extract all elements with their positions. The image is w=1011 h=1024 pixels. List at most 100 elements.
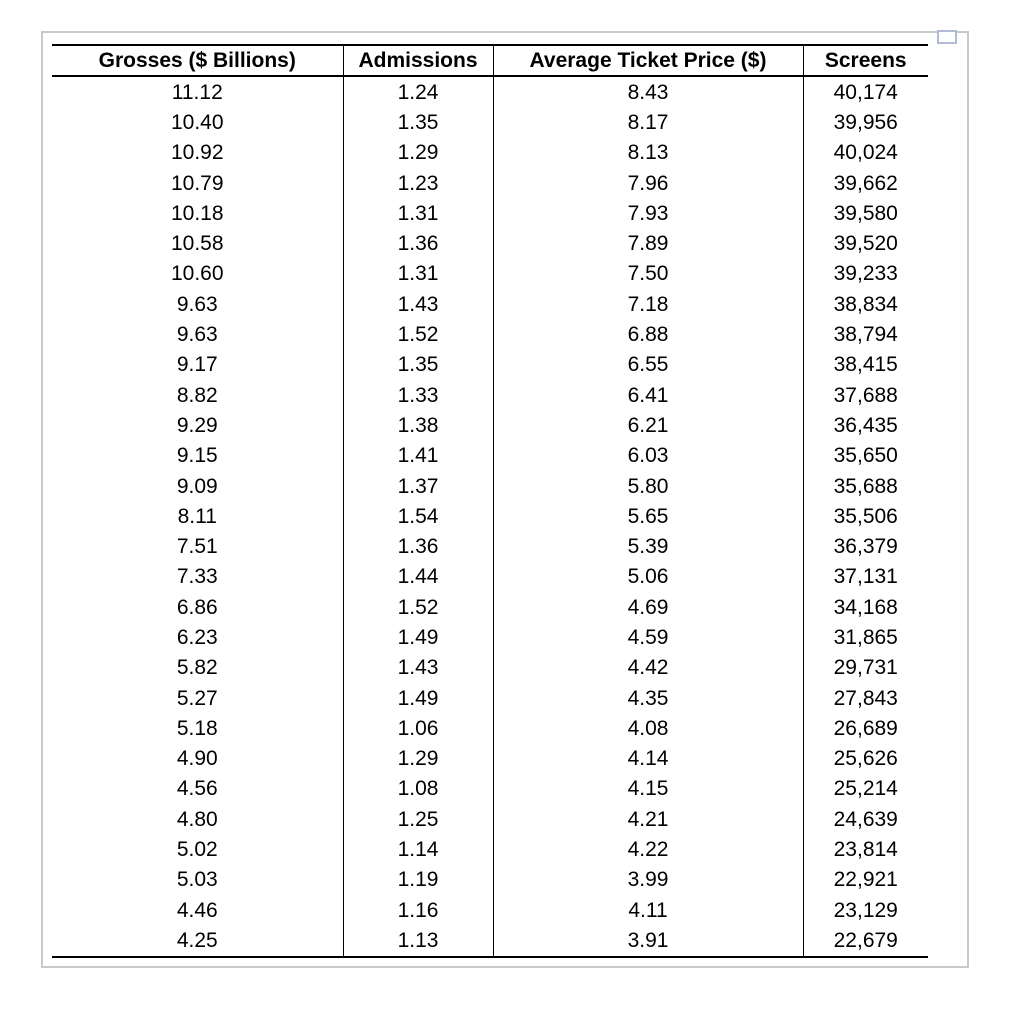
table-cell: 7.33 (52, 561, 344, 593)
table-cell: 9.63 (52, 319, 344, 350)
table-cell: 7.50 (493, 258, 804, 290)
table-cell: 10.40 (52, 107, 344, 138)
table-row: 4.80 1.25 4.21 24,639 (52, 804, 928, 835)
table-cell: 1.54 (343, 501, 494, 532)
column-header-grosses: Grosses ($ Billions) (52, 44, 344, 77)
table-cell: 7.18 (493, 289, 804, 320)
table-row: 8.11 1.54 5.65 35,506 (52, 501, 928, 532)
selection-handle-icon[interactable] (937, 30, 957, 44)
table-row: 10.92 1.29 8.13 40,024 (52, 137, 928, 168)
table-cell: 4.21 (493, 804, 804, 835)
table-cell: 1.29 (343, 743, 494, 774)
table-cell: 1.49 (343, 622, 494, 653)
table-cell: 6.03 (493, 440, 804, 471)
table-row: 5.18 1.06 4.08 26,689 (52, 713, 928, 744)
table-cell: 9.09 (52, 470, 344, 502)
table-cell: 11.12 (52, 76, 344, 108)
column-header-avg-ticket-price: Average Ticket Price ($) (493, 44, 804, 77)
table-cell: 25,214 (833, 777, 898, 801)
table-row: 6.86 1.52 4.69 34,168 (52, 592, 928, 623)
table-cell: 22,921 (833, 868, 898, 892)
table-row: 10.40 1.35 8.17 39,956 (52, 107, 928, 138)
table-cell: 24,639 (833, 807, 898, 831)
table-cell: 1.08 (343, 773, 494, 805)
table-row: 9.17 1.35 6.55 38,415 (52, 349, 928, 380)
table-cell: 4.15 (493, 773, 804, 805)
table-cell: 40,024 (833, 141, 898, 165)
table-cell: 6.21 (493, 410, 804, 441)
table-cell: 5.18 (52, 713, 344, 744)
table-header: Grosses ($ Billions) Admissions Average … (52, 44, 928, 77)
table-cell: 1.35 (343, 107, 494, 138)
table-cell: 40,174 (833, 80, 898, 104)
table-row: 4.25 1.13 3.91 22,679 (52, 925, 928, 958)
table-cell: 10.58 (52, 228, 344, 259)
table-cell: 1.14 (343, 834, 494, 865)
table-cell: 1.38 (343, 410, 494, 441)
column-header-admissions: Admissions (343, 44, 494, 77)
table-cell: 37,688 (833, 383, 898, 407)
table-cell: 4.90 (52, 743, 344, 774)
table-cell: 39,580 (833, 201, 898, 225)
table-cell: 38,794 (833, 323, 898, 347)
table-row: 10.60 1.31 7.50 39,233 (52, 258, 928, 290)
table-cell: 1.36 (343, 531, 494, 562)
table-cell: 35,506 (833, 504, 898, 528)
table-cell: 5.03 (52, 864, 344, 896)
table-cell: 5.06 (493, 561, 804, 593)
table-cell: 9.17 (52, 349, 344, 380)
table-row: 11.12 1.24 8.43 40,174 (52, 76, 928, 108)
table-cell: 6.55 (493, 349, 804, 380)
table-cell: 1.13 (343, 925, 494, 958)
data-table: Grosses ($ Billions) Admissions Average … (52, 44, 928, 958)
table-cell: 1.06 (343, 713, 494, 744)
table-cell: 1.49 (343, 682, 494, 714)
table-cell: 10.18 (52, 198, 344, 229)
table-cell: 7.96 (493, 167, 804, 199)
table-cell: 38,415 (833, 353, 898, 377)
table-row: 4.56 1.08 4.15 25,214 (52, 773, 928, 805)
table-cell: 1.36 (343, 228, 494, 259)
table-cell: 7.51 (52, 531, 344, 562)
table-cell: 39,520 (833, 232, 898, 256)
table-cell: 23,129 (833, 898, 898, 922)
table-cell: 1.43 (343, 652, 494, 683)
table-cell: 1.33 (343, 379, 494, 411)
table-cell: 4.35 (493, 682, 804, 714)
table-cell: 5.82 (52, 652, 344, 683)
table-cell: 1.41 (343, 440, 494, 471)
table-row: 5.03 1.19 3.99 22,921 (52, 864, 928, 896)
table-cell: 4.25 (52, 925, 344, 958)
table-row: 7.33 1.44 5.06 37,131 (52, 561, 928, 593)
table-cell: 6.23 (52, 622, 344, 653)
table-cell: 10.60 (52, 258, 344, 290)
table-cell: 1.29 (343, 137, 494, 168)
table-cell: 4.59 (493, 622, 804, 653)
table-cell: 22,679 (803, 925, 928, 958)
table-row: 5.82 1.43 4.42 29,731 (52, 652, 928, 683)
table-row: 10.18 1.31 7.93 39,580 (52, 198, 928, 229)
table-cell: 38,834 (833, 292, 898, 316)
table-cell: 31,865 (833, 625, 898, 649)
table-cell: 4.56 (52, 773, 344, 805)
table-cell: 6.88 (493, 319, 804, 350)
table-cell: 1.35 (343, 349, 494, 380)
table-cell: 27,843 (833, 686, 898, 710)
table-cell: 5.39 (493, 531, 804, 562)
table-cell: 39,956 (833, 110, 898, 134)
table-cell: 39,662 (833, 171, 898, 195)
table-cell: 10.79 (52, 167, 344, 199)
table-cell: 34,168 (833, 595, 898, 619)
table-cell: 1.44 (343, 561, 494, 593)
table-row: 5.27 1.49 4.35 27,843 (52, 682, 928, 714)
table-row: 4.46 1.16 4.11 23,129 (52, 895, 928, 926)
table-cell: 23,814 (833, 838, 898, 862)
table-cell: 1.43 (343, 289, 494, 320)
table-cell: 1.25 (343, 804, 494, 835)
table-cell: 4.22 (493, 834, 804, 865)
table-cell: 39,233 (833, 262, 898, 286)
table-cell: 7.89 (493, 228, 804, 259)
table-row: 9.63 1.43 7.18 38,834 (52, 289, 928, 320)
table-cell: 36,435 (833, 413, 898, 437)
